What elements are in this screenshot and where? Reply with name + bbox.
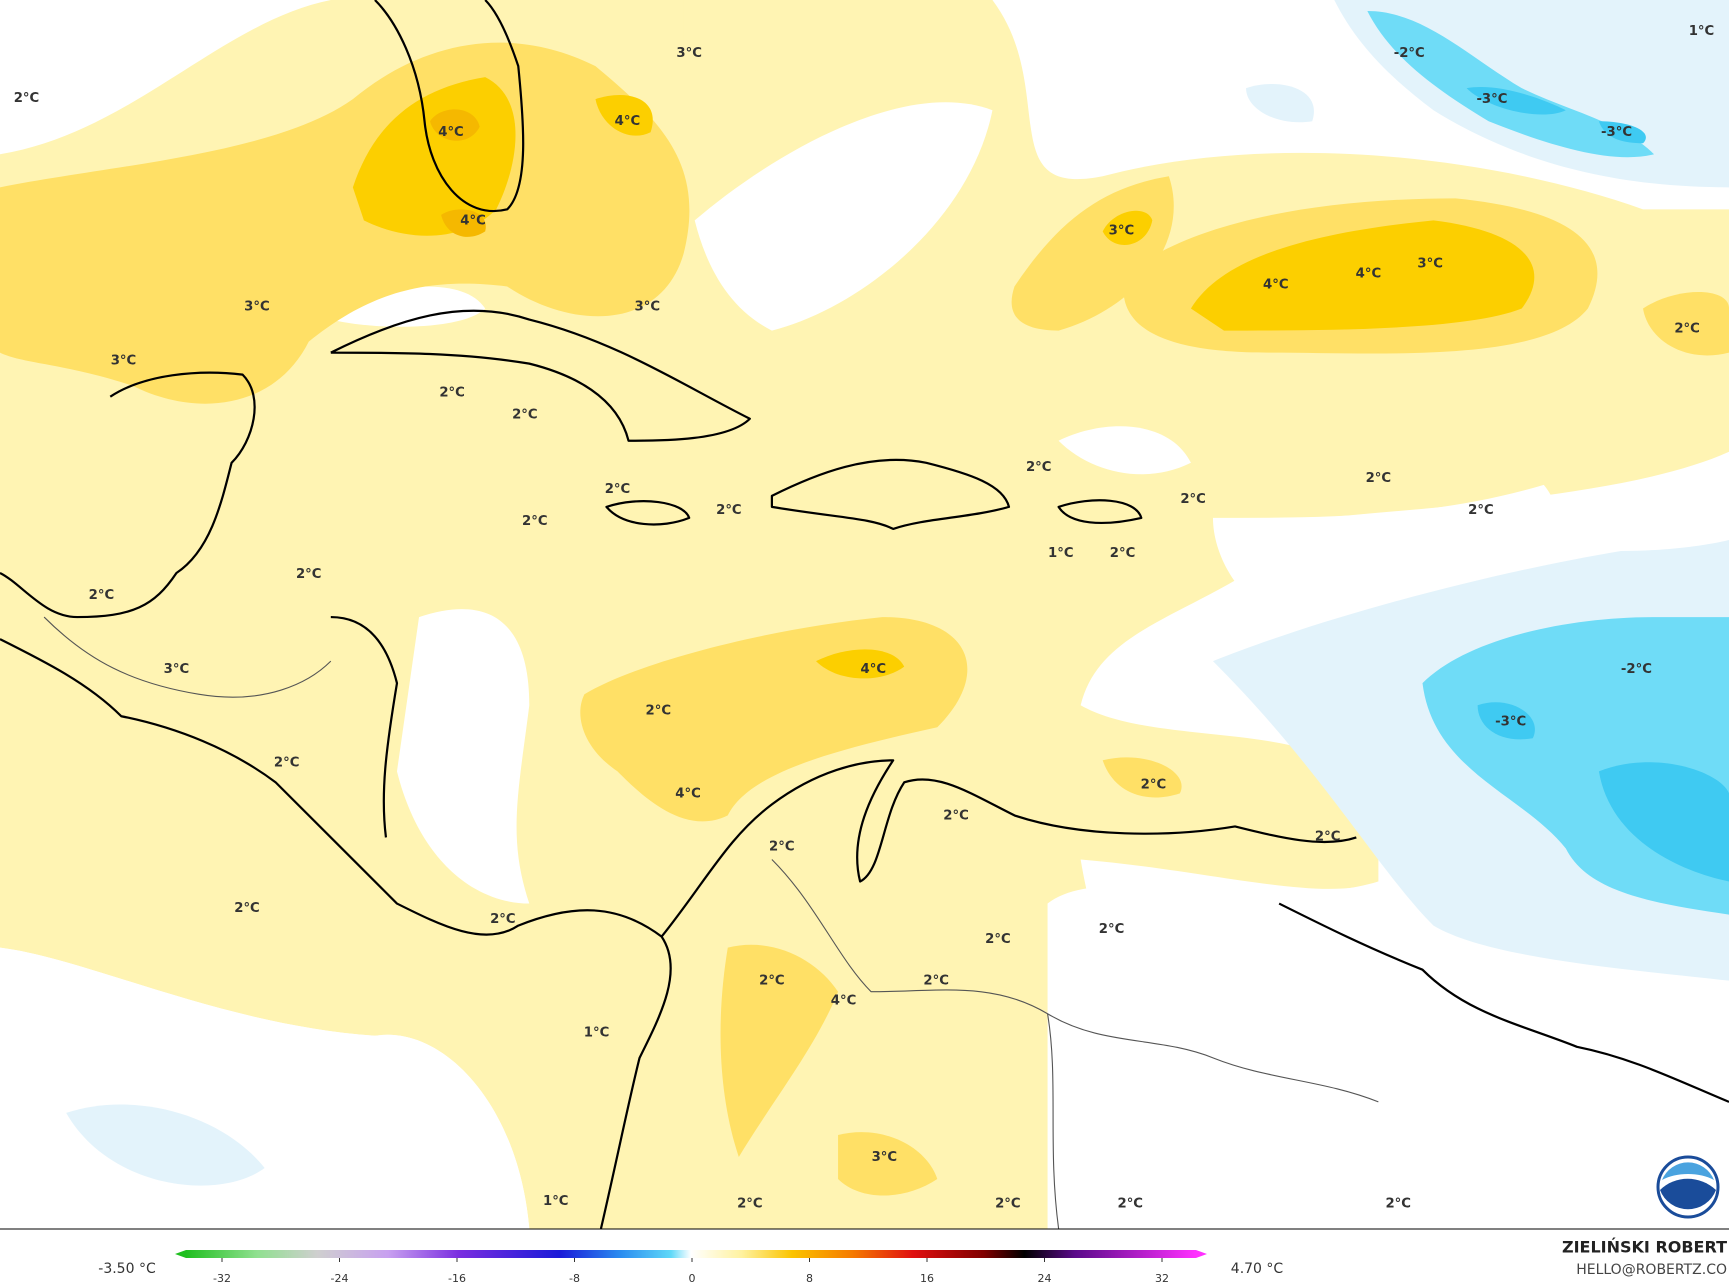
- colorbar-tick-label: -32: [213, 1272, 231, 1285]
- contour-label: 2°C: [605, 482, 631, 497]
- contour-label: -3°C: [1495, 715, 1526, 730]
- colorbar-tick-label: 16: [920, 1272, 934, 1285]
- colorbar-tick-label: -24: [331, 1272, 349, 1285]
- contour-label: -2°C: [1394, 46, 1425, 61]
- contour-label: 4°C: [438, 125, 464, 140]
- colorbar-min-arrow: [175, 1250, 186, 1258]
- contour-label: 2°C: [646, 704, 672, 719]
- colorbar-tick-label: 24: [1038, 1272, 1052, 1285]
- contour-label: 2°C: [512, 407, 538, 422]
- contour-label: 2°C: [1468, 503, 1494, 518]
- anomaly-neg-3c: [1466, 87, 1729, 882]
- colorbar-tick-label: -8: [569, 1272, 580, 1285]
- colorbar-tick-label: 0: [689, 1272, 696, 1285]
- contour-label: 4°C: [615, 114, 641, 129]
- colorbar-tick-label: -16: [448, 1272, 466, 1285]
- anomaly-4c: [430, 109, 486, 237]
- contour-label: 2°C: [716, 503, 742, 518]
- map: 2°C 3°C 4°C 4°C 4°C 3°C 3°C 3°C 2°C 2°C 2°C 2°C 2°C 2…: [0, 0, 1729, 1229]
- contour-label: 1°C: [1048, 546, 1074, 561]
- contour-label: 1°C: [543, 1194, 569, 1209]
- legend-max-label: 4.70 °C: [1231, 1261, 1284, 1277]
- contour-label: 2°C: [1141, 778, 1167, 793]
- contour-labels: 2°C 3°C 4°C 4°C 4°C 3°C 3°C 3°C 2°C 2°C 2°C 2°C 2°C 2…: [14, 24, 1715, 1211]
- contour-label: 2°C: [522, 514, 548, 529]
- anomaly-3c: [352, 77, 1535, 679]
- credit-email: HELLO@ROBERTZ.CO: [1576, 1262, 1727, 1278]
- coastlines: [0, 0, 1729, 1229]
- contour-label: 2°C: [234, 901, 260, 916]
- contour-label: -2°C: [1621, 662, 1652, 677]
- contour-label: 4°C: [460, 213, 486, 228]
- contour-label: 3°C: [164, 662, 190, 677]
- colorbar-tick-label: 32: [1155, 1272, 1169, 1285]
- contour-label: 2°C: [1315, 829, 1341, 844]
- colorbar-bar: [186, 1250, 1196, 1258]
- contour-label: 4°C: [1263, 277, 1289, 292]
- contour-label: 3°C: [676, 46, 702, 61]
- colorbar: -3.50 °C 4.70 °C -32 -24 -16 -8 0 8 16 24 32: [98, 1250, 1283, 1285]
- contour-label: 2°C: [759, 974, 785, 989]
- contour-label: 2°C: [89, 588, 115, 603]
- contour-label: 3°C: [111, 353, 137, 368]
- contour-label: 3°C: [635, 299, 661, 314]
- contour-label: 2°C: [1118, 1196, 1144, 1211]
- legend-min-label: -3.50 °C: [98, 1261, 156, 1277]
- contour-label: 4°C: [831, 994, 857, 1009]
- noaa-logo: [1656, 1155, 1720, 1219]
- anomaly-zero: [0, 102, 1729, 1229]
- contour-label: 2°C: [274, 756, 300, 771]
- contour-label: 2°C: [1110, 546, 1136, 561]
- colorbar-max-arrow: [1196, 1250, 1207, 1258]
- contour-label: 2°C: [439, 385, 465, 400]
- contour-label: -3°C: [1601, 125, 1632, 140]
- contour-label: 2°C: [995, 1196, 1021, 1211]
- contour-label: 4°C: [1356, 266, 1382, 281]
- contour-label: 3°C: [244, 299, 270, 314]
- credit-name: ZIELIŃSKI ROBERT: [1562, 1238, 1727, 1257]
- contour-label: 2°C: [923, 974, 949, 989]
- contour-label: 1°C: [584, 1025, 610, 1040]
- contour-label: 4°C: [861, 662, 887, 677]
- contour-label: 2°C: [985, 932, 1011, 947]
- contour-label: 2°C: [737, 1196, 763, 1211]
- contour-label: 3°C: [1109, 223, 1135, 238]
- contour-label: 4°C: [675, 786, 701, 801]
- contour-label: 2°C: [943, 808, 969, 823]
- contour-label: 2°C: [1366, 471, 1392, 486]
- contour-label: 2°C: [1385, 1196, 1411, 1211]
- contour-label: 2°C: [1026, 460, 1052, 475]
- contour-label: 2°C: [490, 912, 516, 927]
- contour-label: 2°C: [296, 567, 322, 582]
- contour-label: 2°C: [1180, 492, 1206, 507]
- contour-label: 2°C: [769, 839, 795, 854]
- contour-label: 2°C: [1674, 321, 1700, 336]
- contour-label: 3°C: [1417, 256, 1443, 271]
- contour-label: 2°C: [14, 91, 40, 106]
- contour-label: 3°C: [872, 1150, 898, 1165]
- contour-label: 1°C: [1689, 24, 1715, 39]
- colorbar-tick-label: 8: [806, 1272, 813, 1285]
- contour-label: 2°C: [1099, 922, 1125, 937]
- contour-label: -3°C: [1476, 92, 1507, 107]
